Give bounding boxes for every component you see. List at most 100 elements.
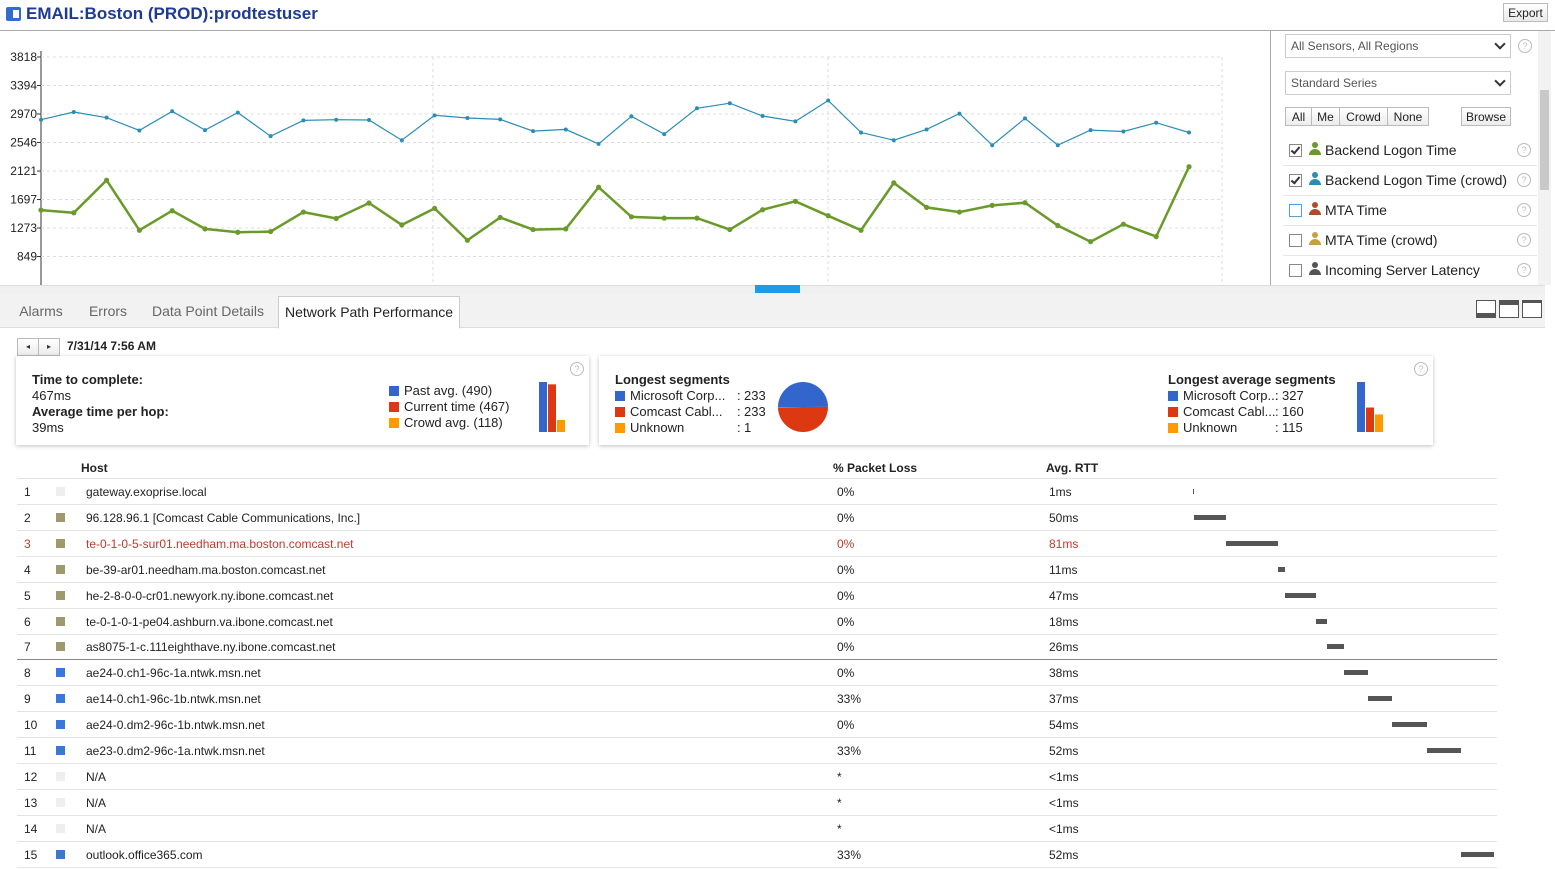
sensor-row-incoming-server-latency[interactable]: Incoming Server Latency ? (1283, 256, 1537, 284)
data-point[interactable] (990, 143, 995, 148)
table-row[interactable]: 3 te-0-1-0-5-sur01.needham.ma.boston.comc… (17, 531, 1497, 557)
data-point[interactable] (957, 111, 962, 116)
table-row[interactable]: 4 be-39-ar01.needham.ma.boston.comcast.ne… (17, 557, 1497, 583)
data-point[interactable] (530, 226, 536, 233)
column-header-avg-rtt[interactable]: Avg. RTT (1046, 461, 1099, 475)
data-point[interactable] (1121, 129, 1126, 134)
series-select[interactable]: Standard Series (1285, 71, 1511, 95)
data-point[interactable] (826, 98, 831, 103)
data-point[interactable] (628, 214, 635, 220)
data-point[interactable] (1022, 200, 1028, 206)
data-point[interactable] (38, 207, 44, 213)
sensor-row-mta-time[interactable]: MTA Time ? (1283, 196, 1537, 226)
filter-crowd-button[interactable]: Crowd (1339, 107, 1388, 126)
help-icon[interactable]: ? (1414, 362, 1428, 376)
data-point[interactable] (793, 119, 798, 124)
data-point[interactable] (760, 113, 765, 118)
data-point[interactable] (596, 184, 602, 190)
previous-point-button[interactable]: ◂ (17, 338, 39, 356)
data-point[interactable] (1186, 164, 1192, 170)
data-point[interactable] (104, 177, 110, 183)
data-point[interactable] (1023, 116, 1027, 121)
series-line[interactable] (40, 166, 1191, 244)
data-point[interactable] (956, 209, 963, 215)
data-point[interactable] (531, 129, 535, 134)
help-icon[interactable]: ? (1518, 39, 1532, 53)
table-row[interactable]: 2 96.128.96.1 [Comcast Cable Communicatio… (17, 505, 1497, 531)
data-point[interactable] (891, 180, 897, 186)
layout-top-icon[interactable] (1522, 300, 1542, 318)
help-icon[interactable]: ? (1517, 203, 1531, 217)
table-row[interactable]: 10 ae24-0.dm2-96c-1b.ntwk.msn.net 0% 54ms (17, 712, 1497, 739)
splitter-handle[interactable] (755, 285, 800, 293)
data-point[interactable] (1120, 221, 1126, 227)
data-point[interactable] (661, 215, 667, 221)
data-point[interactable] (334, 117, 339, 122)
next-point-button[interactable]: ▸ (38, 338, 60, 356)
data-point[interactable] (859, 130, 863, 135)
data-point[interactable] (662, 132, 667, 137)
data-point[interactable] (695, 106, 699, 111)
export-button[interactable]: Export (1503, 3, 1548, 22)
sensor-checkbox[interactable] (1289, 144, 1302, 157)
browse-button[interactable]: Browse (1461, 107, 1511, 126)
filter-me-button[interactable]: Me (1311, 107, 1340, 126)
data-point[interactable] (235, 110, 240, 115)
layout-bottom-icon[interactable] (1476, 300, 1496, 318)
data-point[interactable] (333, 215, 339, 222)
table-row[interactable]: 1 gateway.exoprise.local 0% 1ms (17, 479, 1497, 505)
data-point[interactable] (301, 118, 306, 123)
tab-alarms[interactable]: Alarms (19, 303, 63, 319)
data-point[interactable] (989, 202, 995, 208)
data-point[interactable] (563, 226, 569, 232)
tab-errors[interactable]: Errors (88, 303, 128, 319)
data-point[interactable] (366, 200, 372, 206)
help-icon[interactable]: ? (1517, 233, 1531, 247)
data-point[interactable] (367, 118, 371, 123)
data-point[interactable] (235, 229, 241, 235)
data-point[interactable] (727, 101, 732, 106)
line-chart[interactable]: 3818 3394 2970 2546 2121 1697 1273 849 (0, 31, 1268, 285)
help-icon[interactable]: ? (570, 362, 584, 376)
sensor-row-backend-logon-time[interactable]: Backend Logon Time ? (1283, 136, 1537, 166)
data-point[interactable] (399, 138, 404, 143)
data-point[interactable] (464, 237, 470, 243)
data-point[interactable] (1154, 120, 1159, 125)
data-point[interactable] (202, 226, 208, 232)
column-header-host[interactable]: Host (81, 461, 108, 475)
data-point[interactable] (169, 208, 175, 214)
filter-none-button[interactable]: None (1387, 107, 1429, 126)
table-row[interactable]: 8 ae24-0.ch1-96c-1a.ntwk.msn.net 0% 38ms (17, 660, 1497, 687)
data-point[interactable] (596, 141, 601, 146)
data-point[interactable] (1153, 234, 1159, 240)
data-point[interactable] (104, 115, 109, 120)
sensor-checkbox[interactable] (1289, 264, 1302, 277)
sensor-row-mta-time-crowd[interactable]: MTA Time (crowd) ? (1283, 226, 1537, 256)
help-icon[interactable]: ? (1517, 173, 1531, 187)
tab-data-point-details[interactable]: Data Point Details (151, 303, 265, 319)
data-point[interactable] (891, 138, 896, 143)
filter-all-button[interactable]: All (1285, 107, 1312, 126)
table-row[interactable]: 7 as8075-1-c.111eighthave.ny.ibone.comcas… (17, 634, 1497, 661)
table-row[interactable]: 6 te-0-1-0-1-pe04.ashburn.va.ibone.comcas… (17, 609, 1497, 635)
data-point[interactable] (300, 209, 306, 215)
table-row[interactable]: 14 N/A * <1ms (17, 816, 1497, 842)
help-icon[interactable]: ? (1517, 263, 1531, 277)
scrollbar-thumb[interactable] (1540, 90, 1549, 190)
data-point[interactable] (432, 205, 438, 211)
data-point[interactable] (792, 198, 799, 204)
data-point[interactable] (1055, 222, 1061, 229)
data-point[interactable] (924, 127, 929, 132)
data-point[interactable] (203, 128, 207, 133)
data-point[interactable] (432, 113, 437, 118)
tab-network-path-performance[interactable]: Network Path Performance (278, 296, 460, 329)
sensor-checkbox[interactable] (1289, 174, 1302, 187)
data-point[interactable] (727, 226, 733, 233)
data-point[interactable] (563, 127, 568, 132)
series-line[interactable] (40, 99, 1190, 147)
data-point[interactable] (39, 117, 43, 122)
sensor-checkbox[interactable] (1289, 204, 1302, 217)
help-icon[interactable]: ? (1517, 143, 1531, 157)
table-row[interactable]: 15 outlook.office365.com 33% 52ms (17, 842, 1497, 868)
data-point[interactable] (71, 109, 76, 114)
